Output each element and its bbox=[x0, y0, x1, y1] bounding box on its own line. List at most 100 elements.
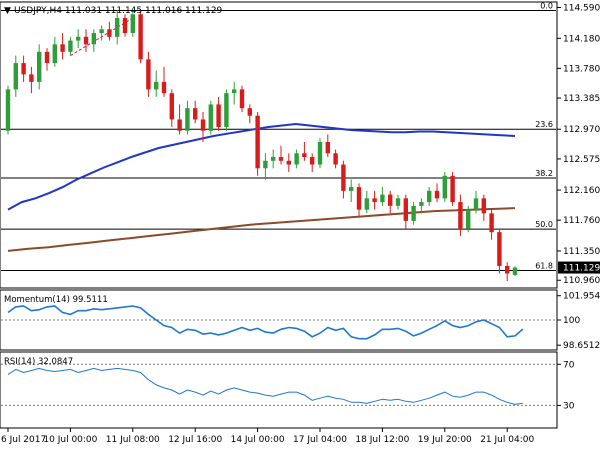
momentum-tick-label-2: 98.6512 bbox=[563, 341, 600, 351]
candle-body-35 bbox=[278, 157, 284, 161]
candle-body-18 bbox=[146, 59, 151, 90]
sma-slow-line bbox=[7, 207, 516, 252]
price-panel-frame bbox=[0, 1, 558, 289]
fib-label-4: 61.8 bbox=[535, 261, 553, 270]
candle-body-12 bbox=[99, 29, 104, 34]
candle-body-53 bbox=[419, 202, 424, 206]
candle-body-65 bbox=[512, 267, 518, 275]
candle-body-42 bbox=[333, 153, 338, 165]
candle-body-31 bbox=[247, 108, 252, 116]
candle-body-33 bbox=[263, 160, 268, 169]
current-price-tag-label: 111.129 bbox=[563, 264, 600, 274]
candle-body-26 bbox=[208, 104, 213, 131]
candle-body-16 bbox=[130, 14, 135, 34]
candle-body-49 bbox=[388, 194, 393, 206]
candle-body-41 bbox=[325, 141, 330, 154]
candle-body-24 bbox=[193, 108, 198, 120]
candle-body-50 bbox=[395, 198, 401, 206]
candle-body-48 bbox=[380, 194, 385, 203]
rsi-tick-label-0: 70 bbox=[563, 360, 575, 370]
candle-body-15 bbox=[122, 18, 128, 34]
time-tick-label-6: 18 Jul 12:00 bbox=[355, 435, 409, 445]
candle-body-59 bbox=[466, 209, 471, 229]
candle-body-43 bbox=[341, 164, 346, 191]
candle-body-7 bbox=[60, 44, 65, 52]
sma-fast-line bbox=[7, 122, 516, 211]
candle-body-39 bbox=[310, 157, 315, 165]
candle-body-2 bbox=[21, 63, 26, 75]
price-tick-label-0: 114.590 bbox=[563, 4, 600, 14]
candlesticks bbox=[5, 10, 518, 281]
candle-body-54 bbox=[427, 190, 432, 203]
candle-body-40 bbox=[317, 141, 323, 165]
chart-symbol-header: USDJPY,H4 111.031 111.145 111.016 111.12… bbox=[14, 6, 223, 16]
fib-label-1: 23.6 bbox=[535, 120, 553, 129]
time-tick-label-7: 19 Jul 20:00 bbox=[418, 435, 472, 445]
candle-body-25 bbox=[200, 119, 206, 131]
candle-body-61 bbox=[481, 198, 486, 214]
price-tick-label-6: 112.160 bbox=[563, 186, 600, 196]
time-tick-label-0: 6 Jul 2017 bbox=[1, 435, 46, 445]
candle-body-19 bbox=[154, 81, 159, 90]
candle-body-23 bbox=[185, 108, 190, 131]
momentum-tick-label-0: 101.9545 bbox=[563, 292, 600, 302]
candle-body-52 bbox=[411, 205, 416, 221]
candle-body-17 bbox=[138, 14, 143, 60]
candle-body-10 bbox=[83, 36, 89, 45]
time-tick-label-8: 21 Jul 04:00 bbox=[480, 435, 534, 445]
candle-body-9 bbox=[76, 36, 81, 41]
candle-body-8 bbox=[68, 40, 73, 52]
fib-label-3: 50.0 bbox=[535, 220, 553, 229]
candle-body-30 bbox=[239, 89, 245, 109]
candle-body-20 bbox=[161, 81, 167, 94]
candle-body-11 bbox=[91, 33, 96, 45]
candle-body-3 bbox=[29, 74, 34, 82]
rsi-tick-label-1: 30 bbox=[563, 401, 575, 411]
price-tick-label-9: 110.960 bbox=[563, 276, 600, 286]
candle-body-13 bbox=[107, 29, 112, 37]
candle-body-45 bbox=[356, 187, 362, 210]
price-tick-label-5: 112.575 bbox=[563, 155, 600, 165]
momentum-tick-label-1: 100 bbox=[563, 316, 580, 326]
candle-body-1 bbox=[13, 63, 18, 90]
candle-body-32 bbox=[255, 115, 260, 169]
candle-body-51 bbox=[403, 198, 408, 221]
candle-body-27 bbox=[216, 104, 221, 127]
fib-label-0: 0.0 bbox=[540, 2, 553, 11]
candle-body-57 bbox=[450, 175, 455, 203]
candle-body-36 bbox=[286, 160, 291, 165]
momentum-line bbox=[7, 305, 524, 340]
chart-header-arrow-icon[interactable]: ▼ bbox=[4, 6, 11, 16]
candle-body-37 bbox=[294, 153, 299, 165]
candle-body-64 bbox=[505, 265, 510, 274]
candle-body-28 bbox=[224, 93, 229, 127]
time-tick-label-3: 12 Jul 16:00 bbox=[168, 435, 222, 445]
price-tick-label-4: 112.970 bbox=[563, 125, 600, 135]
momentum-label: Momentum(14) 99.5111 bbox=[4, 295, 108, 305]
fibonacci-levels: 0.0 23.6 38.2 50.0 61.8 bbox=[1, 2, 556, 271]
rsi-panel-frame bbox=[0, 351, 558, 429]
time-tick-label-1: 10 Jul 00:00 bbox=[43, 435, 97, 445]
candle-body-44 bbox=[349, 187, 354, 191]
candle-body-56 bbox=[442, 175, 447, 199]
candle-body-38 bbox=[302, 153, 307, 158]
price-tick-label-3: 113.385 bbox=[563, 94, 600, 104]
time-tick-label-2: 11 Jul 08:00 bbox=[106, 435, 160, 445]
fib-label-2: 38.2 bbox=[535, 169, 553, 178]
candle-body-47 bbox=[372, 198, 377, 203]
candle-body-63 bbox=[497, 232, 502, 266]
time-tick-label-5: 17 Jul 04:00 bbox=[293, 435, 347, 445]
candle-body-22 bbox=[177, 119, 182, 131]
candle-body-34 bbox=[271, 157, 276, 161]
price-tick-label-2: 113.780 bbox=[563, 64, 600, 74]
candle-body-29 bbox=[232, 89, 237, 94]
rsi-indicator: 70 30 bbox=[1, 360, 575, 411]
candle-body-62 bbox=[489, 213, 494, 233]
price-tick-label-1: 114.180 bbox=[563, 34, 600, 44]
candle-body-6 bbox=[52, 44, 57, 64]
candle-body-60 bbox=[473, 198, 479, 210]
candle-body-4 bbox=[37, 51, 42, 82]
price-tick-label-7: 111.760 bbox=[563, 216, 600, 226]
